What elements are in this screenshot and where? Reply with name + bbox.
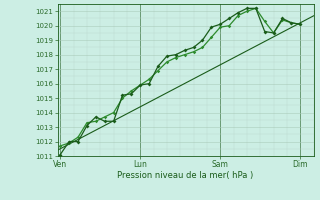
X-axis label: Pression niveau de la mer( hPa ): Pression niveau de la mer( hPa ) <box>117 171 254 180</box>
